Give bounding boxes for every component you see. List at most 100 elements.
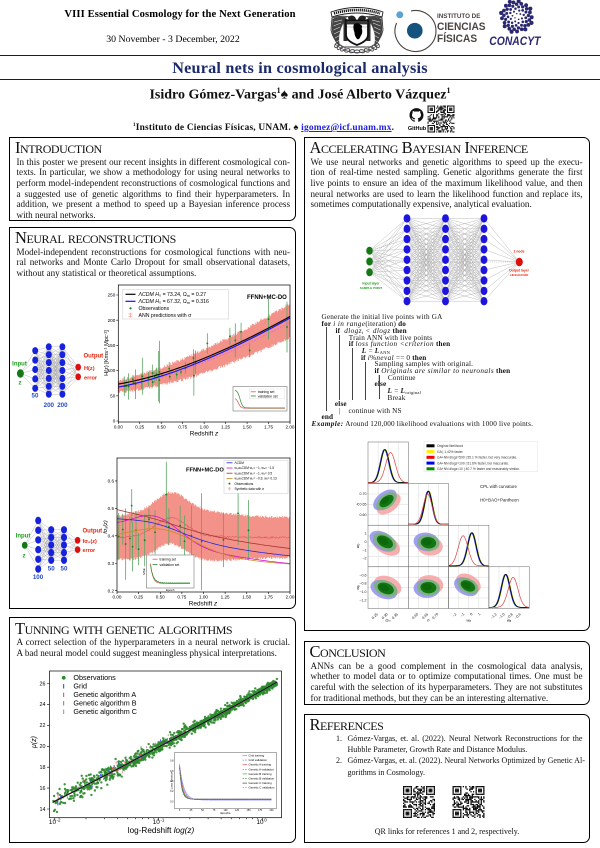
svg-text:Genetic C validation: Genetic C validation (249, 786, 275, 790)
svg-text:w₀: w₀ (355, 543, 360, 548)
svg-text:0.65: 0.65 (421, 612, 429, 620)
svg-text:1.25: 1.25 (221, 425, 230, 430)
svg-text:−1.2: −1.2 (490, 612, 498, 620)
svg-text:0.2: 0.2 (108, 588, 115, 593)
svg-text:Epoch: Epoch (166, 588, 175, 592)
svg-text:0.70: 0.70 (431, 612, 439, 620)
svg-text:−0.8: −0.8 (506, 612, 514, 620)
svg-text:18: 18 (40, 765, 46, 771)
svg-text:0.25: 0.25 (371, 612, 379, 620)
svg-text:w₀wₐCDM w₀= −1, wₐ= −1.5: w₀wₐCDM w₀= −1, wₐ= −1.5 (235, 466, 275, 470)
svg-text:GA | 1.42% faster: GA | 1.42% faster (437, 450, 464, 454)
svg-text:14: 14 (40, 807, 46, 813)
svg-text:H(z) [Kms-1 Mpc-1]: H(z) [Kms-1 Mpc-1] (102, 330, 110, 376)
svg-text:50: 50 (110, 393, 116, 398)
svg-text:Grid training: Grid training (249, 754, 265, 758)
svg-text:SAMPLE POINT: SAMPLE POINT (360, 286, 383, 290)
svg-text:GA+NN dlogz=500 | 55.1 % faste: GA+NN dlogz=500 | 55.1 % faster, but ver… (437, 456, 517, 460)
svg-text:error: error (84, 376, 98, 382)
svg-text:1.25: 1.25 (221, 595, 230, 600)
svg-text:Observations: Observations (139, 306, 170, 312)
svg-text:1.50: 1.50 (243, 425, 252, 430)
svg-text:50: 50 (48, 566, 55, 573)
svg-text:50: 50 (201, 809, 204, 812)
svg-text:0.70: 0.70 (360, 492, 367, 496)
svg-text:Genetic C training: Genetic C training (249, 781, 273, 785)
svg-text:200: 200 (44, 402, 55, 409)
svg-text:100: 100 (108, 368, 116, 373)
svg-text:GA+NN dlogz=100 | 51.6% faster: GA+NN dlogz=100 | 51.6% faster, but inac… (437, 461, 509, 465)
svg-text:−2: −2 (452, 612, 458, 618)
svg-text:100: 100 (224, 809, 229, 812)
svg-text:−1.0: −1.0 (359, 590, 366, 594)
svg-text:FFNN+MC-DO: FFNN+MC-DO (247, 295, 287, 301)
svg-text:validation set: validation set (258, 394, 278, 398)
svg-text:1.00: 1.00 (200, 425, 209, 430)
svg-text:0.8: 0.8 (170, 760, 174, 763)
svg-text:0.2: 0.2 (170, 790, 174, 793)
svg-text:1: 1 (477, 612, 481, 616)
svg-text:50: 50 (32, 393, 39, 400)
svg-text:fσ₈(z): fσ₈(z) (83, 539, 97, 545)
svg-text:ΛCDM H₀ = 73.24, Ωm = 0.27: ΛCDM H₀ = 73.24, Ωm = 0.27 (138, 292, 207, 298)
svg-text:1.75: 1.75 (264, 595, 273, 600)
svg-text:-2: -2 (57, 818, 61, 823)
svg-text:0: 0 (113, 419, 116, 424)
svg-text:0.75: 0.75 (178, 425, 187, 430)
svg-text:0.5: 0.5 (108, 506, 115, 511)
svg-text:−0.8: −0.8 (359, 582, 366, 586)
svg-text:−0.6: −0.6 (514, 612, 522, 620)
svg-text:w₀wₐCDM w₀= −1, wₐ= 0.5: w₀wₐCDM w₀= −1, wₐ= 0.5 (235, 471, 273, 475)
svg-text:−1: −1 (460, 612, 466, 618)
svg-text:Genetic B training: Genetic B training (249, 772, 272, 776)
svg-text:0.4: 0.4 (108, 533, 115, 538)
svg-text:0.65: 0.65 (360, 503, 367, 507)
svg-text:CPL with curvature: CPL with curvature (480, 484, 517, 489)
svg-text:MSE: MSE (142, 568, 146, 575)
svg-text:−2: −2 (362, 557, 366, 561)
svg-text:2.00: 2.00 (286, 425, 295, 430)
svg-text:h: h (427, 617, 430, 622)
svg-text:training set: training set (160, 558, 177, 562)
svg-text:200: 200 (270, 809, 275, 812)
svg-text:Original likelihood: Original likelihood (437, 444, 463, 448)
svg-text:24: 24 (40, 702, 46, 708)
svg-text:0.25: 0.25 (134, 595, 143, 600)
svg-text:100: 100 (33, 574, 44, 581)
svg-text:0.0: 0.0 (170, 801, 174, 804)
svg-text:FFNN+MC-DO: FFNN+MC-DO (186, 468, 224, 474)
svg-text:200: 200 (108, 318, 116, 323)
svg-text:ANN predictions with σ: ANN predictions with σ (139, 313, 193, 319)
svg-text:0.30: 0.30 (381, 612, 389, 620)
svg-text:0.3: 0.3 (108, 561, 115, 566)
svg-text:20: 20 (40, 744, 46, 750)
svg-text:LIKELIHOOD: LIKELIHOOD (510, 273, 529, 277)
svg-text:-1: -1 (160, 818, 164, 823)
svg-text:0.60: 0.60 (360, 513, 367, 517)
svg-text:Epochs: Epochs (220, 811, 231, 815)
svg-text:0: 0 (264, 818, 267, 823)
svg-text:ΛCDM H₀ = 67.32, Ωm = 0.316: ΛCDM H₀ = 67.32, Ωm = 0.316 (138, 299, 209, 305)
svg-text:Output: Output (84, 354, 104, 360)
svg-text:−1: −1 (362, 548, 366, 552)
svg-text:0: 0 (179, 809, 181, 812)
svg-text:2.00: 2.00 (286, 595, 295, 600)
svg-text:Grid validation: Grid validation (249, 758, 268, 762)
svg-text:250: 250 (108, 293, 116, 298)
svg-text:Grid: Grid (73, 682, 87, 691)
svg-text:Loss function: Loss function (170, 771, 174, 789)
svg-text:0.00: 0.00 (113, 595, 122, 600)
svg-text:Genetic algorithm B: Genetic algorithm B (73, 699, 136, 708)
svg-text:H0+BAO+Pantheon: H0+BAO+Pantheon (480, 498, 519, 503)
svg-text:10: 10 (153, 819, 161, 826)
svg-text:0.6: 0.6 (108, 479, 115, 484)
svg-text:0.50: 0.50 (156, 595, 165, 600)
svg-text:log-Redshift log(z): log-Redshift log(z) (128, 826, 195, 835)
svg-text:Genetic algorithm C: Genetic algorithm C (73, 707, 137, 716)
svg-text:h: h (355, 503, 360, 506)
svg-text:z: z (19, 380, 22, 386)
svg-text:−1.2: −1.2 (359, 598, 366, 602)
svg-text:Output: Output (83, 529, 103, 535)
svg-text:w₀wₐCDM w₀= −0.9, wₐ= 0.13: w₀wₐCDM w₀= −0.9, wₐ= 0.13 (235, 477, 277, 481)
svg-text:fσ₈(z): fσ₈(z) (103, 520, 109, 533)
